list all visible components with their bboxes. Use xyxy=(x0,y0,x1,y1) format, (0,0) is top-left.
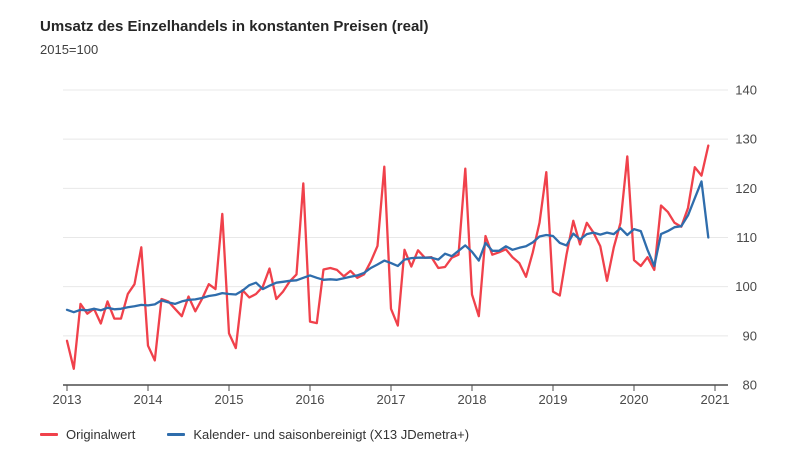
x-axis-label-2020: 2020 xyxy=(620,392,649,407)
x-axis-label-2018: 2018 xyxy=(458,392,487,407)
y-axis-label-80: 80 xyxy=(743,378,757,393)
chart-title: Umsatz des Einzelhandels in konstanten P… xyxy=(40,18,429,35)
y-axis-label-120: 120 xyxy=(735,181,757,196)
y-axis-label-130: 130 xyxy=(735,132,757,147)
chart-legend: Originalwert Kalender- und saisonbereini… xyxy=(40,427,469,442)
y-axis-label-100: 100 xyxy=(735,279,757,294)
x-axis-label-2021: 2021 xyxy=(701,392,730,407)
y-axis-label-140: 140 xyxy=(735,83,757,98)
y-axis-label-110: 110 xyxy=(736,230,757,245)
originalwert-line-swatch-icon xyxy=(40,433,58,436)
series-line-originalwert xyxy=(65,144,710,370)
y-axis-label-90: 90 xyxy=(743,328,757,343)
x-axis-label-2014: 2014 xyxy=(134,392,163,407)
legend-item-originalwert[interactable]: Originalwert xyxy=(40,427,135,442)
legend-label-originalwert: Originalwert xyxy=(66,427,136,442)
series-line-saisonbereinigt xyxy=(65,180,710,314)
legend-item-saisonbereinigt[interactable]: Kalender- und saisonbereinigt (X13 JDeme… xyxy=(167,427,469,442)
x-axis-label-2019: 2019 xyxy=(539,392,568,407)
x-axis-label-2017: 2017 xyxy=(377,392,406,407)
x-axis-label-2016: 2016 xyxy=(296,392,325,407)
x-axis-label-2015: 2015 xyxy=(215,392,244,407)
legend-label-saisonbereinigt: Kalender- und saisonbereinigt (X13 JDeme… xyxy=(193,427,470,442)
saisonbereinigt-line-swatch-icon xyxy=(167,433,186,436)
chart-subtitle: 2015=100 xyxy=(40,42,99,57)
x-axis-label-2013: 2013 xyxy=(53,392,82,407)
